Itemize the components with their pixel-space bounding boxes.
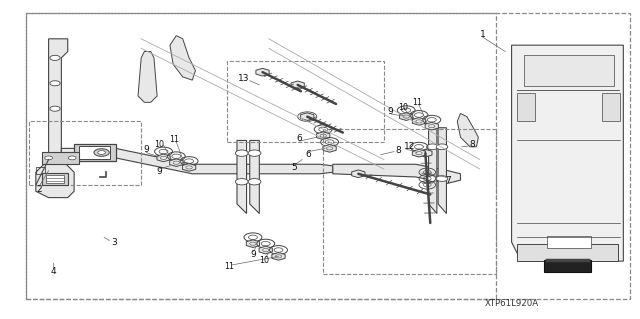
Circle shape: [236, 179, 248, 185]
Text: XTP61L920A: XTP61L920A: [484, 299, 539, 308]
Circle shape: [45, 156, 52, 160]
Polygon shape: [237, 140, 246, 213]
Circle shape: [427, 144, 438, 150]
Text: 10: 10: [259, 256, 269, 265]
Bar: [516, 244, 618, 261]
Polygon shape: [36, 39, 74, 197]
Text: 11: 11: [412, 99, 422, 108]
Circle shape: [50, 55, 60, 60]
Polygon shape: [352, 170, 365, 178]
Bar: [29, 122, 141, 185]
Bar: [79, 146, 110, 159]
Polygon shape: [399, 113, 413, 121]
Text: 7: 7: [445, 176, 451, 185]
Circle shape: [248, 150, 261, 156]
Polygon shape: [182, 164, 196, 171]
Polygon shape: [246, 240, 260, 248]
Bar: [42, 152, 79, 164]
Polygon shape: [170, 36, 195, 80]
Polygon shape: [256, 68, 269, 76]
Text: 1: 1: [480, 30, 486, 39]
Circle shape: [236, 150, 248, 156]
Text: 8: 8: [469, 140, 475, 149]
Polygon shape: [138, 51, 157, 102]
Polygon shape: [170, 159, 183, 167]
Polygon shape: [259, 246, 273, 254]
Polygon shape: [438, 128, 447, 213]
Polygon shape: [250, 140, 259, 213]
Polygon shape: [333, 164, 461, 183]
Text: 6: 6: [297, 134, 303, 143]
Text: 8: 8: [395, 146, 401, 155]
Text: 6: 6: [306, 150, 312, 159]
Polygon shape: [419, 149, 432, 157]
Bar: [524, 55, 614, 86]
Circle shape: [436, 176, 448, 182]
Text: 9: 9: [387, 108, 393, 116]
Bar: [516, 93, 534, 122]
Bar: [602, 93, 620, 122]
Polygon shape: [272, 253, 285, 260]
Circle shape: [50, 106, 60, 111]
Circle shape: [98, 151, 106, 154]
Circle shape: [94, 149, 109, 156]
Text: 10: 10: [154, 140, 164, 149]
Circle shape: [248, 179, 261, 185]
Polygon shape: [301, 113, 314, 121]
Polygon shape: [291, 81, 304, 89]
Polygon shape: [458, 114, 478, 147]
Polygon shape: [429, 128, 437, 213]
Circle shape: [68, 156, 76, 160]
Text: 13: 13: [237, 74, 249, 83]
Circle shape: [427, 176, 438, 182]
Text: 4: 4: [51, 267, 56, 276]
Text: 9: 9: [156, 167, 162, 176]
Bar: [323, 129, 495, 274]
Text: 10: 10: [398, 103, 408, 112]
Polygon shape: [511, 45, 623, 261]
Text: 12: 12: [404, 142, 415, 151]
Text: 2: 2: [36, 185, 42, 194]
Text: 9: 9: [250, 250, 256, 259]
Polygon shape: [425, 122, 438, 130]
Bar: [547, 236, 591, 249]
Text: 11: 11: [170, 135, 179, 144]
Bar: [42, 173, 68, 185]
Circle shape: [50, 81, 60, 86]
Polygon shape: [317, 132, 330, 139]
Bar: [543, 260, 591, 272]
Text: 11: 11: [224, 262, 234, 271]
Circle shape: [436, 144, 448, 150]
Polygon shape: [412, 118, 426, 125]
Bar: [74, 144, 116, 161]
Polygon shape: [157, 154, 170, 162]
Bar: [46, 175, 64, 183]
Bar: [26, 13, 495, 299]
Polygon shape: [412, 149, 426, 157]
Polygon shape: [61, 148, 333, 174]
Polygon shape: [323, 145, 336, 152]
Text: 5: 5: [292, 163, 298, 172]
Bar: [227, 61, 384, 142]
Text: 3: 3: [111, 238, 117, 247]
Text: 9: 9: [143, 145, 149, 154]
